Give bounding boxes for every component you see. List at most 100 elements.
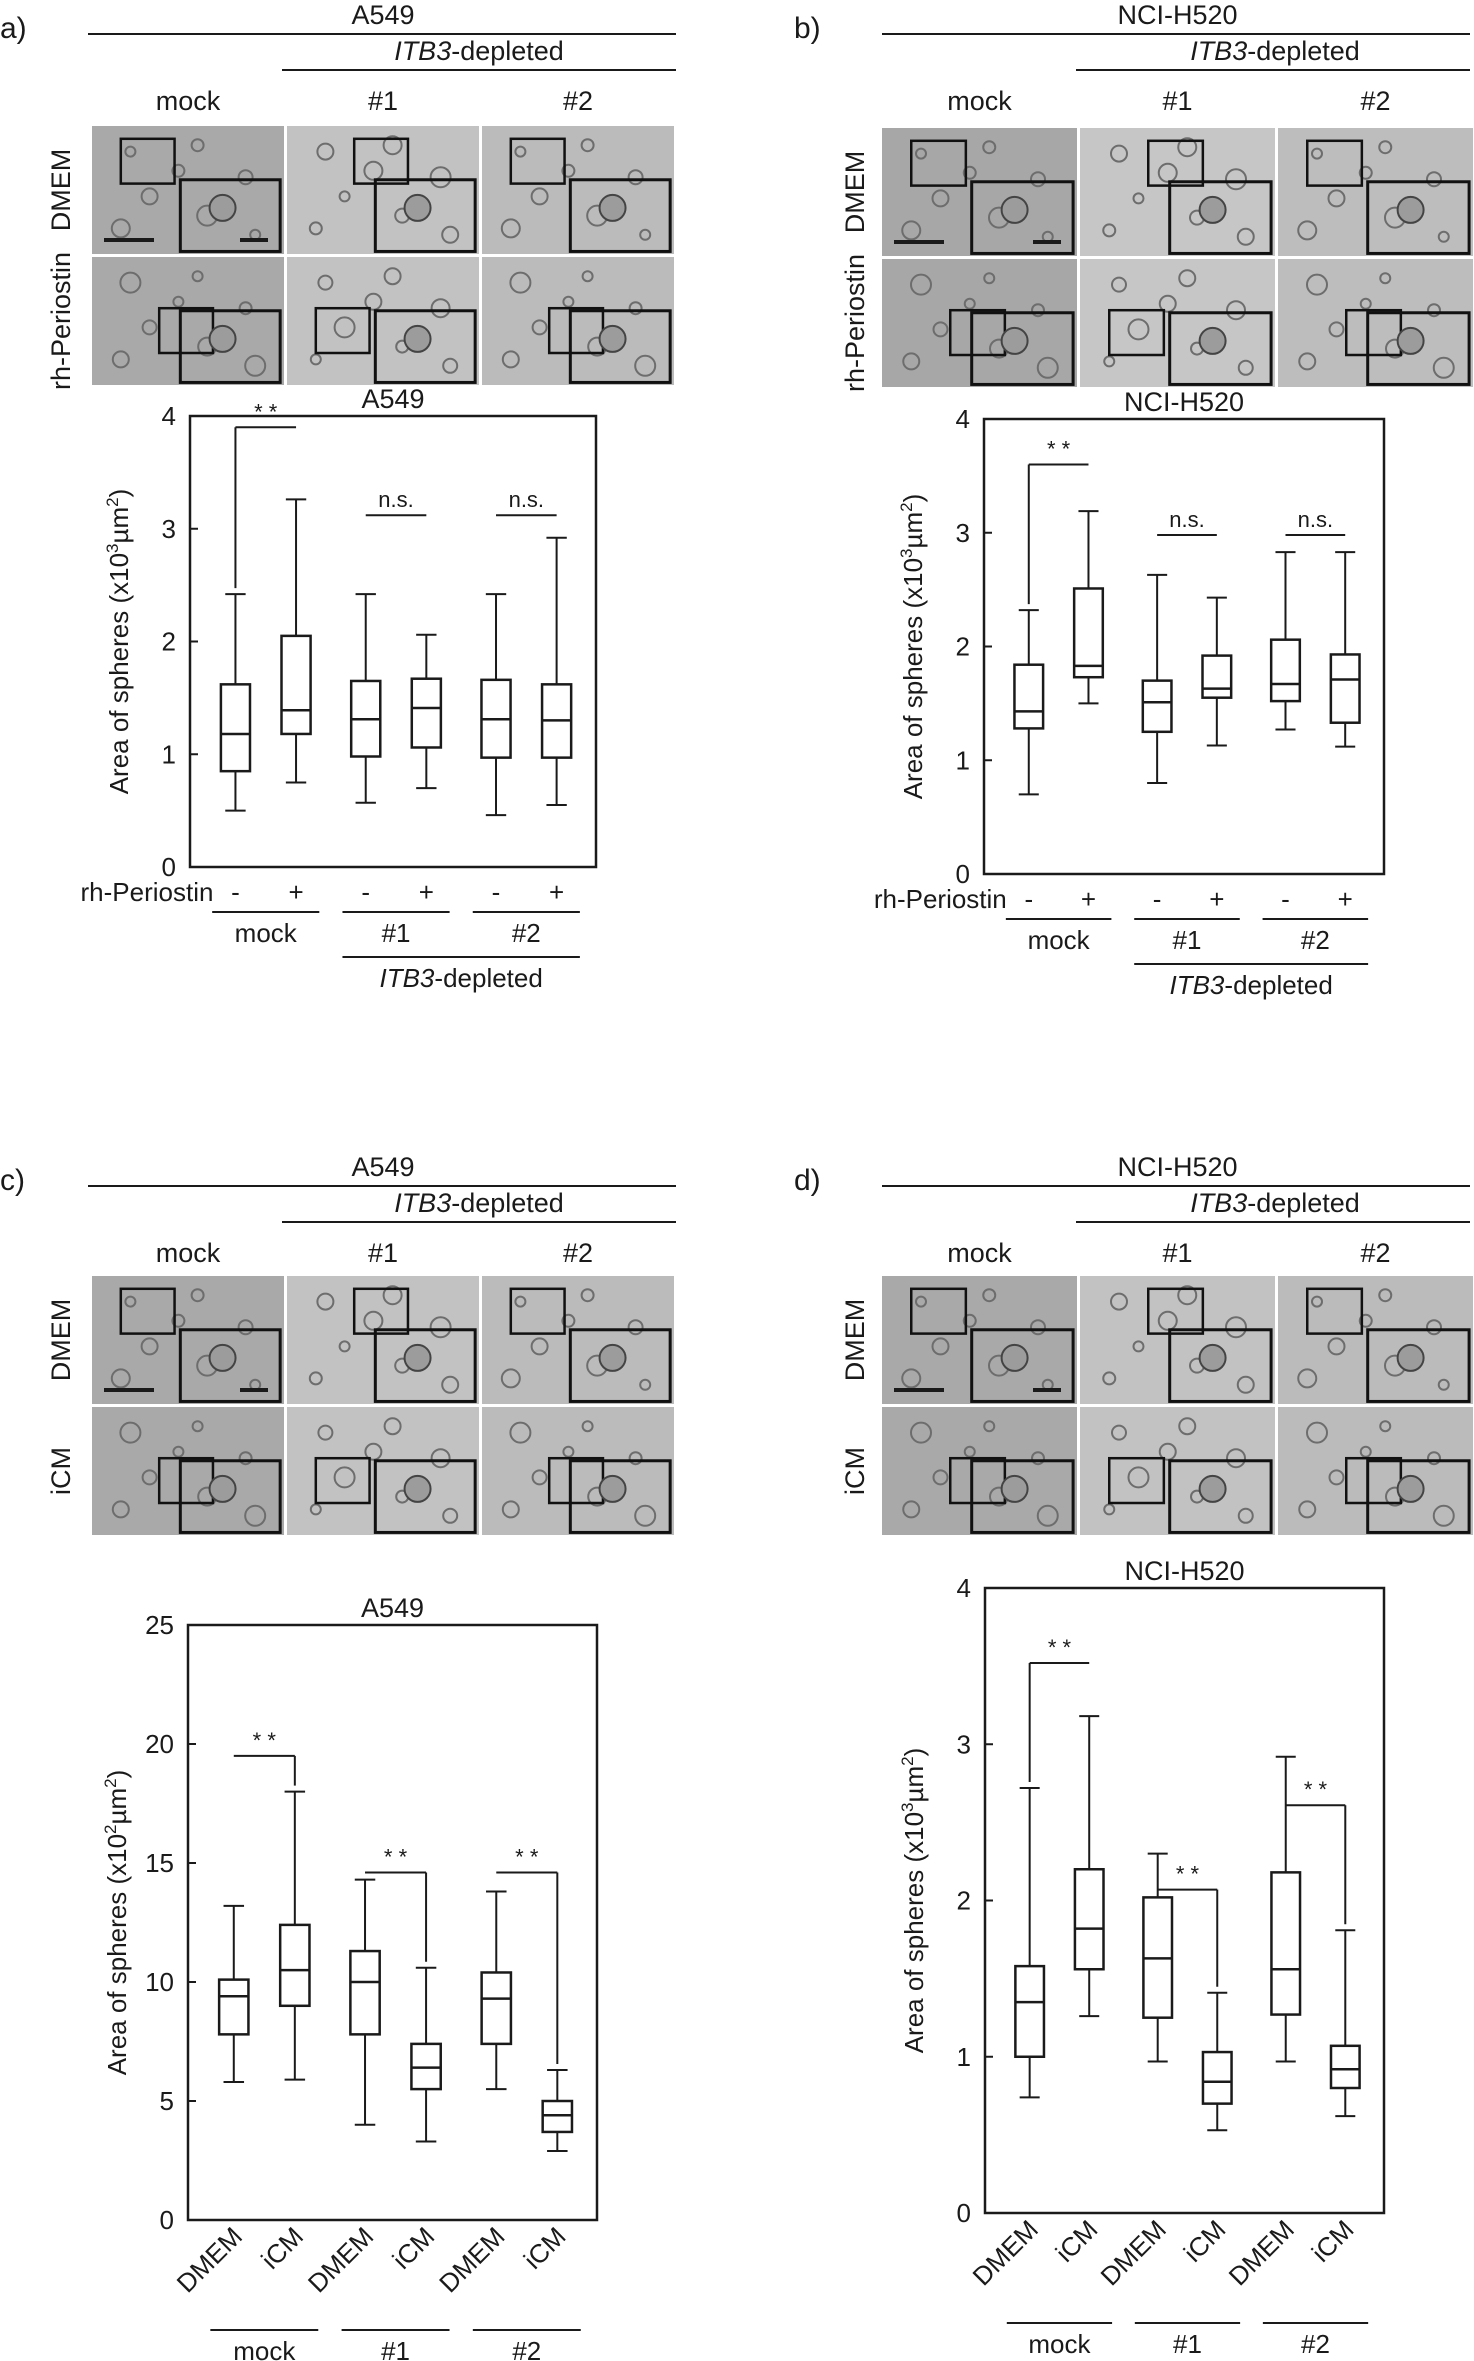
x-category-label: iCM [255,2221,309,2275]
zoomed-sphere [598,1343,627,1372]
depleted-label: ITB3-depleted [1190,36,1360,66]
cell-line-label: NCI-H520 [1117,1152,1237,1182]
micrograph-image [482,257,674,385]
gene-name: ITB3 [394,36,451,66]
box-iqr [1329,2044,1361,2090]
cell-sphere [1306,273,1328,296]
gene-name: ITB3 [1190,1188,1247,1218]
x-category-label: + [549,877,564,907]
cell-sphere [1358,165,1373,180]
cell-sphere [910,1421,932,1444]
micrograph-row-label: iCM [840,1447,870,1495]
group-label: mock [233,2336,296,2361]
cell-sphere [1328,1469,1345,1486]
cell-sphere [383,267,402,286]
zoom-inset [1366,311,1471,386]
cell-sphere [1297,220,1318,241]
micrograph-row-label: iCM [46,1447,76,1495]
zoomed-sphere [1396,1474,1425,1503]
box-5 [1329,1929,1361,2118]
cell-sphere [1236,227,1255,246]
box-2 [1142,1852,1174,2063]
micrograph-row-label: rh-Periostin [46,252,76,390]
cell-sphere [317,1424,334,1441]
zoomed-sphere [1396,1343,1425,1372]
group-label: #1 [1173,925,1202,955]
cell-sphere [1437,1378,1450,1391]
cell-sphere [124,145,137,158]
x-category-label: DMEM [1223,2214,1300,2291]
cell-sphere [172,1445,185,1458]
box-0 [219,593,252,812]
micrograph-image [92,257,284,385]
cell-sphere [338,190,351,203]
depleted-group-label: ITB3-depleted [1169,970,1332,1000]
x-category-label: + [1209,884,1224,914]
micrograph-image [92,126,284,254]
cell-sphere [1379,272,1392,285]
x-category-label: iCM [1050,2214,1104,2268]
inset-marker [352,1287,410,1335]
depleted-suffix: -depleted [434,963,542,993]
y-tick-label: 2 [162,627,176,657]
cell-sphere [237,1319,254,1336]
y-axis-title-part: ) [104,489,134,498]
zoomed-sphere [403,1343,432,1372]
cell-sphere [627,169,644,186]
cell-sphere [514,1295,527,1308]
box-iqr [410,677,443,749]
box-1 [1073,1715,1105,2018]
cell-sphere [931,189,950,208]
y-tick-label: 3 [162,514,176,544]
inset-marker [1306,1287,1364,1335]
y-tick-label: 10 [145,1967,174,1997]
zoom-inset [1168,311,1273,386]
cell-sphere [1102,1371,1117,1386]
depleted-label: ITB3-depleted [1190,1188,1360,1218]
micrograph-image [882,1276,1077,1404]
x-category-label: DMEM [302,2221,379,2298]
cell-sphere [1359,297,1372,310]
cell-sphere [442,1507,459,1524]
micrograph-row-label: DMEM [46,149,76,232]
cell-sphere [190,1288,205,1303]
cell-sphere [308,221,323,236]
box-iqr [480,1971,513,2046]
depleted-label: ITB3-depleted [394,36,564,66]
cell-sphere [1132,1340,1145,1353]
cell-sphere [1177,137,1198,158]
cell-sphere [627,1319,644,1336]
depleted-suffix: -depleted [1247,36,1360,66]
group-label: #1 [1173,2329,1202,2359]
cell-sphere [500,218,521,239]
zoom-inset [1168,1328,1273,1403]
cell-sphere [982,140,997,155]
zoomed-sphere [598,193,627,222]
y-axis-title-superscript: 2 [101,1778,120,1787]
cell-sphere [1378,140,1393,155]
cell-sphere [1311,147,1323,160]
inset-marker [1108,1456,1166,1505]
cell-sphere [1236,1375,1255,1394]
inset-marker [910,1287,968,1335]
cell-line-label: A549 [351,0,414,30]
cell-sphere [1127,318,1150,341]
inset-marker [509,137,566,185]
cell-sphere [1237,1507,1254,1524]
cell-sphere [1378,1288,1393,1303]
micrograph-image [482,1407,674,1535]
cell-sphere [562,295,575,308]
chart-title: A549 [361,384,424,414]
x-category-label: DMEM [433,2221,510,2298]
y-axis-title-part: Area of spheres (x10 [102,1834,132,2075]
cell-sphere [1298,352,1317,371]
y-axis-title-superscript: 2 [898,1756,917,1765]
significance-label: n.s. [509,487,544,512]
significance-label: n.s. [1169,507,1204,532]
cell-sphere [1132,192,1145,205]
cell-sphere [1110,1292,1128,1311]
cell-sphere [581,270,594,283]
cell-sphere [915,1295,927,1308]
box-0 [1013,609,1045,796]
